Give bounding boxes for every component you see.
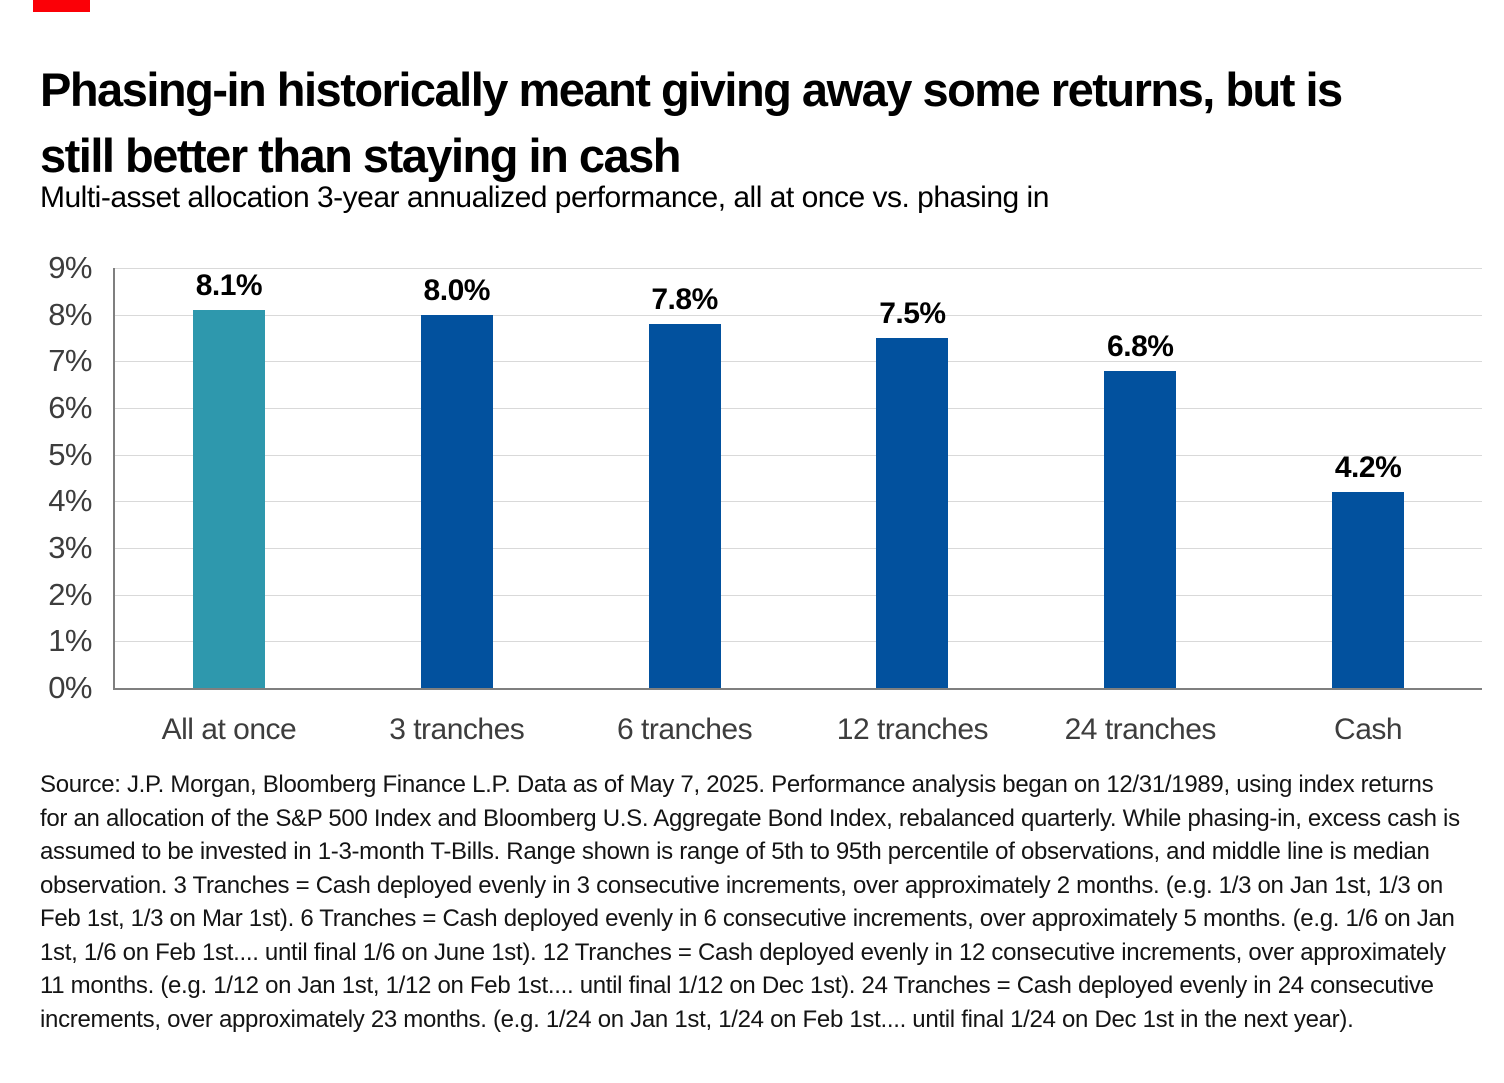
y-gridline [115,314,1482,316]
y-gridline [115,641,1482,643]
chart-title: Phasing-in historically meant giving awa… [40,63,1343,183]
bar-12-tranches [876,338,949,688]
source-note: Source: J.P. Morgan, Bloomberg Finance L… [40,771,1460,1033]
chart-subtitle: Multi-asset allocation 3-year annualized… [40,181,1049,214]
bar-value-label: 7.8% [651,283,718,316]
y-gridline [115,501,1482,503]
red-flag-marker [33,0,90,12]
y-axis-tick-label: 7% [48,343,92,379]
y-axis-tick-label: 9% [48,250,92,285]
y-axis-tick-label: 2% [48,576,92,612]
y-axis-tick-label: 1% [48,623,92,659]
y-gridline [115,408,1482,409]
y-gridline [115,454,1482,456]
x-axis-category-label: 3 tranches [389,713,525,746]
y-axis-tick-label: 0% [48,670,92,705]
bar-cash [1332,492,1405,688]
y-gridline [115,268,1482,269]
x-axis-category-label: Cash [1334,713,1403,746]
x-axis-category-label: 6 tranches [617,713,753,746]
y-gridline [115,548,1482,549]
bar-value-label: 6.8% [1107,329,1174,363]
bar-6-tranches [648,324,721,688]
y-axis-tick-label: 3% [48,530,92,565]
bar-24-tranches [1104,370,1177,688]
bar-value-label: 8.1% [195,269,263,302]
bar-all-at-once [192,310,265,688]
y-axis-tick-label: 5% [48,436,92,472]
y-axis-tick-label: 8% [48,296,92,332]
y-gridline [115,361,1482,363]
x-axis-line [113,688,1482,690]
bar-value-label: 4.2% [1334,451,1402,484]
y-axis-tick-label: 4% [48,483,92,519]
y-axis-tick-label: 6% [48,390,92,425]
x-axis-category-label: 12 tranches [836,713,989,746]
y-axis-line [113,268,115,688]
bar-3-tranches [420,314,493,688]
bar-value-label: 7.5% [879,297,946,330]
bar-value-label: 8.0% [423,273,491,307]
y-gridline [115,594,1482,596]
x-axis-category-label: All at once [161,713,297,746]
bar-chart: 9% 8% 7% 6% 5% 4% 3% 2% 1% 0% 8.1% All at once 8.0% 3… [48,250,1482,746]
x-axis-category-label: 24 tranches [1064,713,1217,746]
